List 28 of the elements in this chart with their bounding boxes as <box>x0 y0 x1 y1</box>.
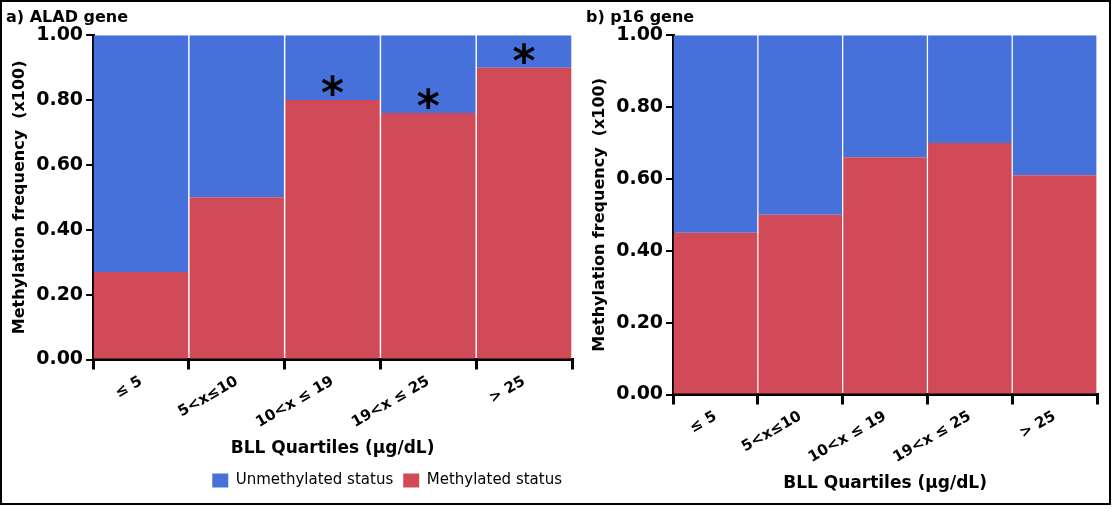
y-axis-title: Methylation frequency (x100) <box>8 60 28 335</box>
y-tick-label: 0.00 <box>36 346 84 369</box>
x-tick-label: > 25 <box>485 371 529 407</box>
y-tick-label: 0.40 <box>36 216 84 239</box>
annotation: * <box>321 67 345 119</box>
chart-title: b) p16 gene <box>586 6 695 26</box>
x-tick-label: > 25 <box>1016 406 1059 442</box>
bar <box>93 271 189 359</box>
y-tick-label: 0.20 <box>616 309 664 332</box>
y-tick-label: 0.00 <box>616 381 664 404</box>
y-tick-label: 0.80 <box>616 94 664 116</box>
x-tick-label: ≤ 5 <box>685 406 720 437</box>
legend-label: Methylated status <box>426 470 563 489</box>
legend-label: Unmethylated status <box>235 470 394 489</box>
y-tick-label: 0.40 <box>616 237 664 260</box>
bar <box>476 67 572 359</box>
annotation: * <box>512 34 536 86</box>
x-axis-title: BLL Quartiles (μg/dL) <box>230 437 435 458</box>
y-tick-label: 0.60 <box>36 151 84 174</box>
y-axis-title: Methylation frequency (x100) <box>588 77 608 352</box>
x-tick-label: ≤ 5 <box>111 371 145 402</box>
x-axis-title: BLL Quartiles (μg/dL) <box>783 472 987 493</box>
bar <box>476 35 572 68</box>
y-tick-label: 0.60 <box>616 165 664 188</box>
annotation: * <box>416 80 440 132</box>
y-tick-label: 0.80 <box>36 87 84 109</box>
bar <box>93 35 189 272</box>
y-tick-label: 0.20 <box>36 281 84 304</box>
